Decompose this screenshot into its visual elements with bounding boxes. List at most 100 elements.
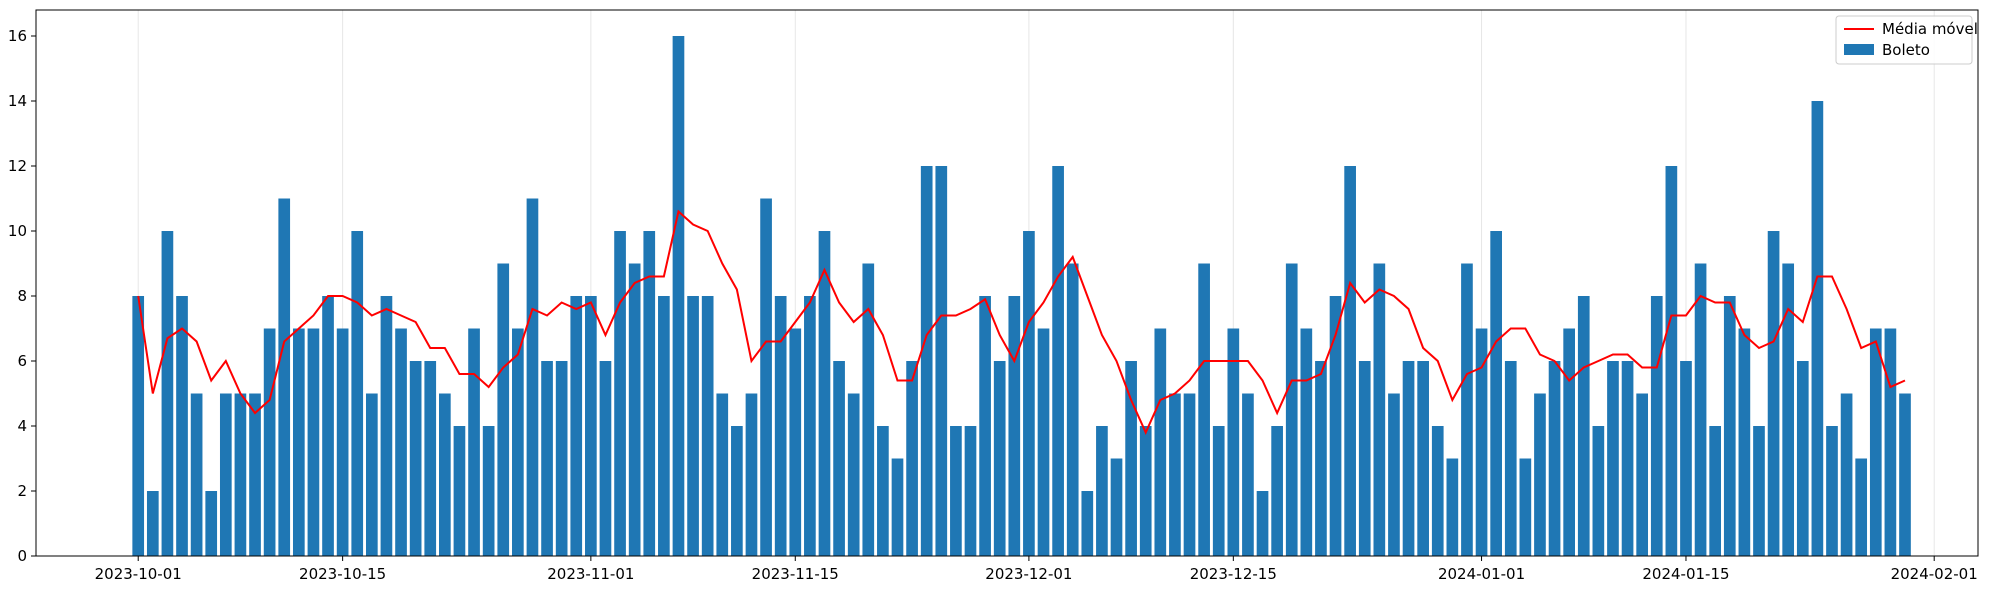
bar [1125, 361, 1137, 556]
bar [877, 426, 889, 556]
y-axis: 0 2 4 6 8 10 12 14 16 [8, 27, 36, 565]
bar [847, 393, 860, 556]
bar [687, 296, 699, 556]
bar [541, 361, 553, 556]
bar [599, 361, 612, 556]
y-tick-label: 6 [17, 352, 27, 370]
x-axis: 2023-10-01 2023-10-15 2023-11-01 2023-11-15… [95, 556, 1978, 583]
x-tick-label: 2023-11-01 [547, 565, 634, 583]
bar [453, 426, 466, 556]
legend-swatch-bar [1844, 44, 1874, 55]
bar [1052, 166, 1064, 556]
bar [1315, 361, 1327, 556]
bar [351, 231, 364, 556]
bar [1709, 426, 1722, 556]
bar [1037, 328, 1050, 556]
bar [234, 393, 247, 556]
bar [1139, 426, 1152, 556]
bar [716, 393, 729, 556]
bar [1096, 426, 1108, 556]
bar [1665, 166, 1678, 556]
bar [950, 426, 962, 556]
legend: Média móvel Boleto [1835, 15, 1978, 65]
bar [1796, 361, 1809, 556]
bar [1855, 458, 1868, 556]
bar [1271, 426, 1283, 556]
x-tick-label: 2023-11-15 [752, 565, 839, 583]
bar [1344, 166, 1356, 556]
bar [1767, 231, 1780, 556]
bar [1694, 263, 1707, 556]
bar [1577, 296, 1590, 556]
bar [278, 198, 291, 556]
bar [1490, 231, 1502, 556]
bar [1358, 361, 1371, 556]
y-tick-label: 14 [8, 92, 27, 110]
plot-area-frame [35, 9, 1979, 557]
bar [1285, 263, 1298, 556]
y-tick-label: 0 [17, 547, 27, 565]
bar [1227, 328, 1240, 556]
x-tick-label: 2023-12-15 [1190, 565, 1277, 583]
legend-label-moving-average: Média móvel [1882, 20, 1978, 38]
bar [1417, 361, 1429, 556]
bar [1329, 296, 1342, 556]
x-tick-label: 2023-10-01 [95, 565, 182, 583]
bar [1650, 296, 1663, 556]
bar-series-boleto [132, 36, 1911, 556]
bar [1242, 393, 1254, 556]
bar [205, 491, 218, 556]
bar [526, 198, 539, 556]
bar [1563, 328, 1575, 556]
y-tick-label: 12 [8, 157, 27, 175]
bar [1899, 393, 1911, 556]
bar [497, 263, 510, 556]
bar [1066, 263, 1079, 556]
bar [1154, 328, 1167, 556]
bar [482, 426, 495, 556]
x-tick-label: 2024-01-15 [1642, 565, 1729, 583]
bar [1373, 263, 1386, 556]
bar [1592, 426, 1605, 556]
bar [570, 296, 583, 556]
bar [307, 328, 320, 556]
bar [365, 393, 378, 556]
y-tick-label: 2 [17, 482, 27, 500]
bar [1869, 328, 1882, 556]
bar [1636, 393, 1649, 556]
bar [804, 296, 816, 556]
bar [979, 296, 991, 556]
bar [1534, 393, 1546, 556]
bar [745, 393, 758, 556]
y-tick-label: 4 [17, 417, 27, 435]
bar [1475, 328, 1488, 556]
bar [190, 393, 203, 556]
y-tick-label: 10 [8, 222, 27, 240]
bar [672, 36, 685, 556]
bar [439, 393, 451, 556]
bar [176, 296, 188, 556]
bar [993, 361, 1006, 556]
bar [1753, 426, 1765, 556]
bar [219, 393, 232, 556]
bar [628, 263, 641, 556]
bar [964, 426, 977, 556]
bar [1461, 263, 1473, 556]
bar [906, 361, 918, 556]
bar [1548, 361, 1561, 556]
bar [1110, 458, 1123, 556]
bar [833, 361, 845, 556]
bar [424, 361, 437, 556]
bar [1723, 296, 1736, 556]
bar [1431, 426, 1444, 556]
bar [1607, 361, 1619, 556]
bar [512, 328, 524, 556]
bar [731, 426, 743, 556]
bar [1183, 393, 1196, 556]
bar [322, 296, 334, 556]
grid [137, 10, 1935, 556]
bar [701, 296, 714, 556]
bar [1023, 231, 1035, 556]
bar [1519, 458, 1532, 556]
bar [1884, 328, 1897, 556]
